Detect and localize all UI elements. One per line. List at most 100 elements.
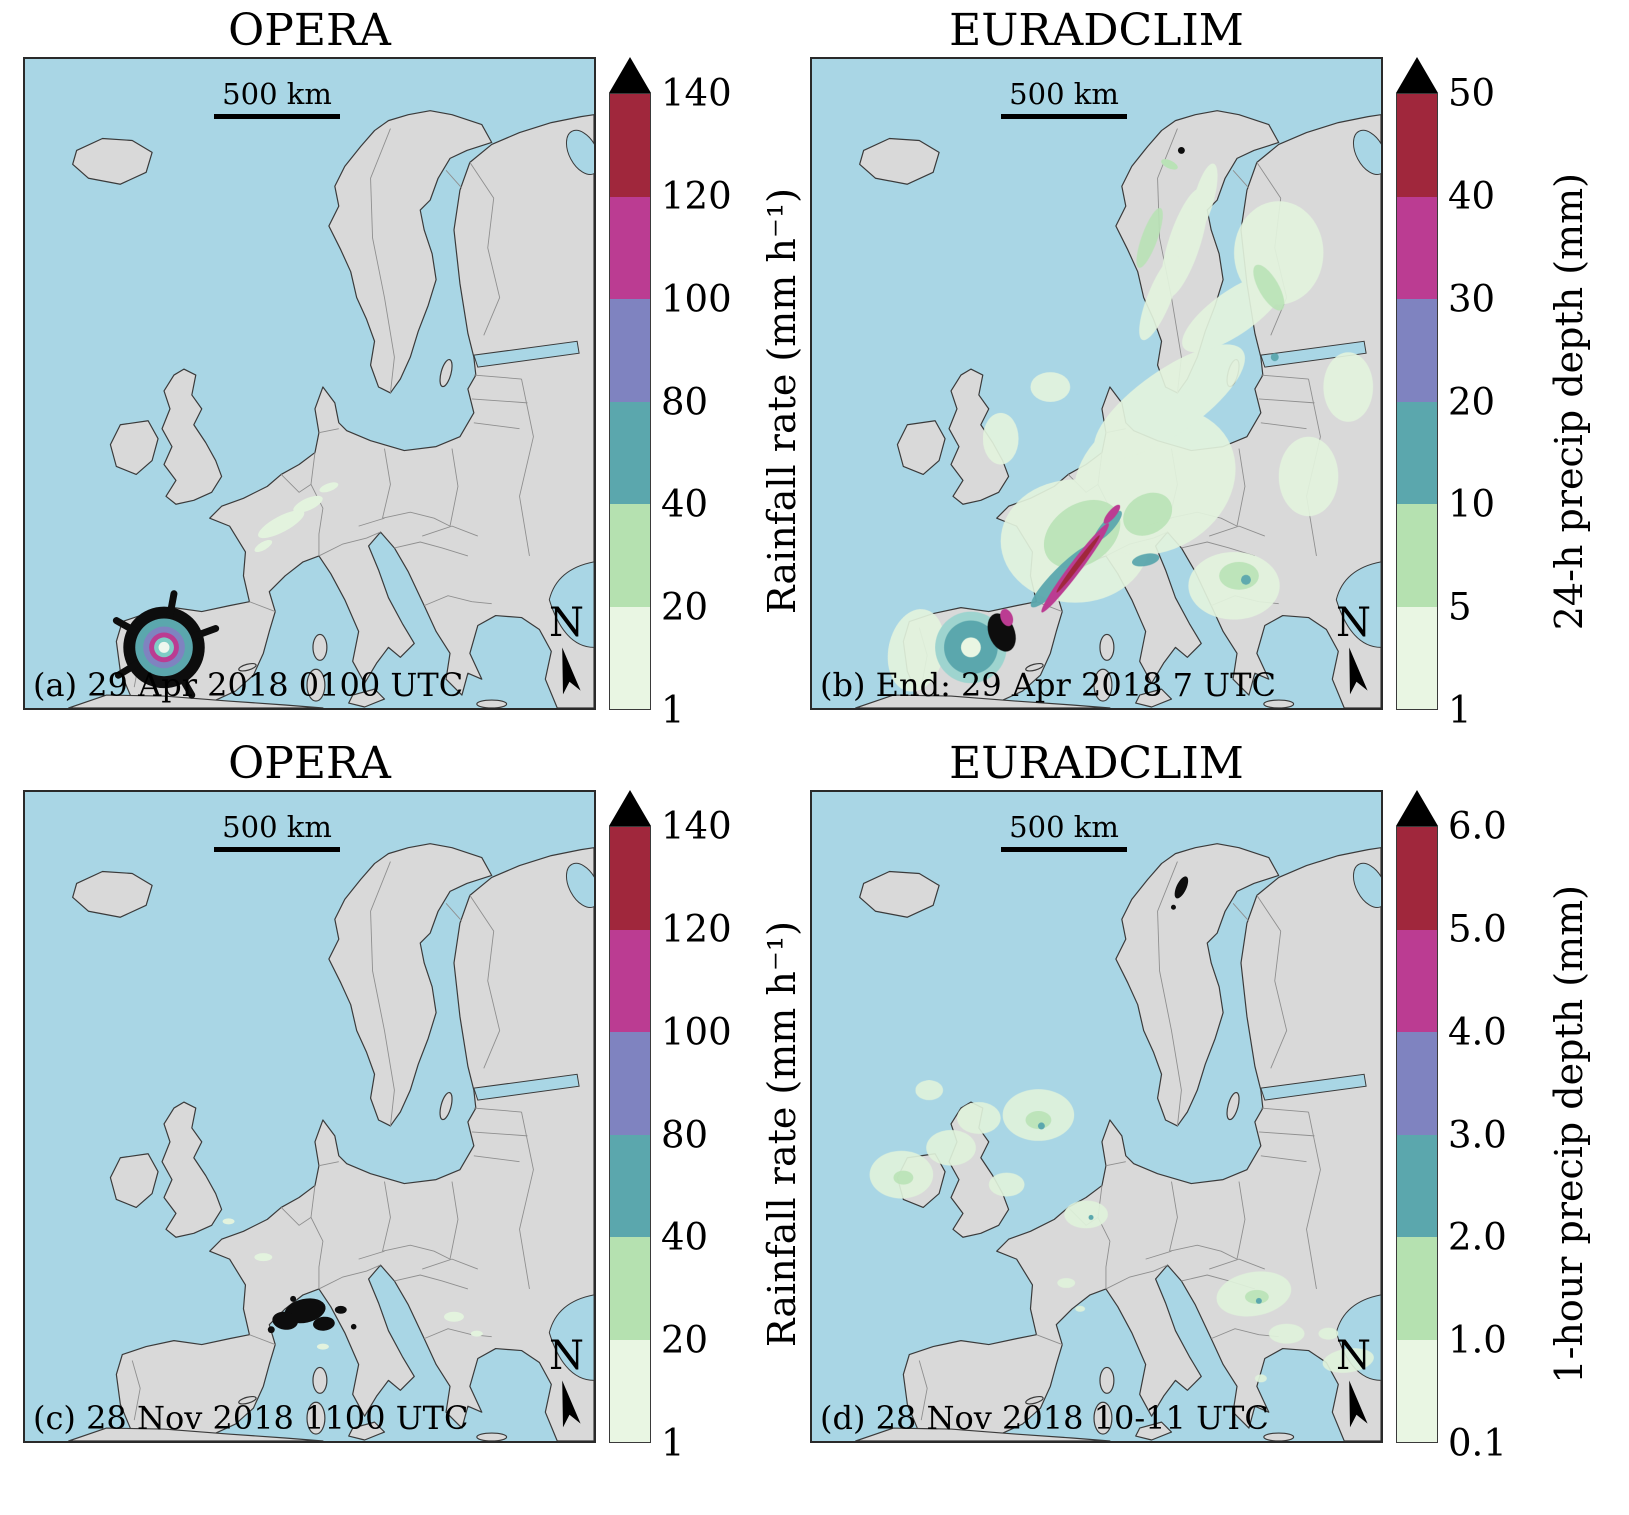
panel-d-caption: (d) 28 Nov 2018 10-11 UTC [820,1399,1269,1437]
colorbar-extend-arrow-icon [609,57,651,93]
colorbar-label-col: Rainfall rate (mm h⁻¹) [755,93,809,710]
colorbar-tick: 5 [1448,585,1472,629]
colorbar-band [610,1237,650,1340]
north-label: N [1336,600,1371,646]
colorbar-band [1397,827,1437,930]
colorbar-tick: 20 [1448,380,1496,423]
map-a-svg [25,59,594,708]
colorbar-tick: 0.1 [1448,1421,1507,1465]
colorbar-tick: 120 [661,174,732,218]
colorbar-axis-label: 1-hour precip depth (mm) [1547,885,1591,1384]
colorbar-c: 1 20 40 80 100 120 140 Rainfall rate (mm… [609,790,809,1462]
north-arrow-icon [1348,1380,1368,1428]
colorbar-tick: 40 [661,1215,709,1259]
colorbar-tick: 50 [1448,71,1496,115]
colorbar-extend-arrow-icon [1396,790,1438,826]
colorbar-tick: 20 [661,585,709,629]
colorbar-tick: 1.0 [1448,1318,1507,1362]
north-label: N [1336,1333,1371,1379]
colorbar-tick: 30 [1448,277,1496,321]
colorbar-band [610,504,650,607]
map-c: 500 km (c) 28 Nov 2018 1100 UTC N [23,790,596,1443]
colorbar-tick: 80 [661,380,709,423]
colorbar-band [1397,94,1437,197]
map-b: 500 km (b) End: 29 Apr 2018 7 UTC N [810,57,1383,710]
colorbar-tick: 20 [661,1318,709,1362]
colorbar-tick: 4.0 [1448,1010,1507,1054]
colorbar-tick: 80 [661,1113,709,1156]
colorbar-bands [609,93,651,710]
scalebar-label: 500 km [1001,810,1127,852]
panel-c: OPERA [23,741,823,1474]
colorbar-ticks: 1 20 40 80 100 120 140 [651,75,755,729]
colorbar-band [1397,1134,1437,1237]
panel-a: OPERA [23,8,823,741]
colorbar-tick: 120 [661,907,732,951]
colorbar-tick: 1 [1448,688,1472,732]
north-indicator: N [549,603,584,700]
colorbar-tick: 100 [661,277,732,321]
colorbar-b: 1 5 10 20 30 40 50 24-h precip depth (mm… [1396,57,1596,729]
panel-d: EURADCLIM [810,741,1610,1474]
colorbar-tick: 40 [661,482,709,526]
colorbar-band [610,94,650,197]
colorbar-ticks: 1 5 10 20 30 40 50 [1438,75,1542,729]
north-indicator: N [1336,1336,1371,1433]
panel-c-caption: (c) 28 Nov 2018 1100 UTC [33,1399,469,1437]
scalebar-label: 500 km [214,810,340,852]
colorbar-band [610,299,650,402]
colorbar-band [610,606,650,709]
scalebar: 500 km [904,77,1224,119]
colorbar-bands [609,826,651,1443]
colorbar-tick: 40 [1448,174,1496,218]
colorbar-axis-label: Rainfall rate (mm h⁻¹) [760,188,804,615]
colorbar-label-col: Rainfall rate (mm h⁻¹) [755,826,809,1443]
colorbar-band [1397,504,1437,607]
precip-overlay-a [112,482,339,699]
panel-b: EURADCLIM [810,8,1610,741]
colorbar-band [610,196,650,299]
north-label: N [549,600,584,646]
colorbar-band [610,929,650,1032]
colorbar-tick: 140 [661,71,732,115]
colorbar-band [1397,1339,1437,1442]
scalebar: 500 km [904,810,1224,852]
colorbar-a-bar [609,57,651,710]
map-b-svg [812,59,1381,708]
panel-a-caption: (a) 29 Apr 2018 0100 UTC [33,666,464,704]
panel-b-title: EURADCLIM [949,5,1244,56]
colorbar-band [610,1339,650,1442]
colorbar-tick: 6.0 [1448,804,1507,848]
colorbar-bands [1396,826,1438,1443]
scalebar-label: 500 km [1001,77,1127,119]
colorbar-tick: 140 [661,804,732,848]
map-d-svg [812,792,1381,1441]
colorbar-b-bar [1396,57,1438,710]
colorbar-c-bar [609,790,651,1443]
north-indicator: N [1336,603,1371,700]
colorbar-bands [1396,93,1438,710]
north-indicator: N [549,1336,584,1433]
north-label: N [549,1333,584,1379]
panel-b-caption: (b) End: 29 Apr 2018 7 UTC [820,666,1276,704]
colorbar-band [610,827,650,930]
colorbar-a: 1 20 40 80 100 120 140 Rainfall rate (mm… [609,57,809,729]
colorbar-d-bar [1396,790,1438,1443]
colorbar-label-col: 24-h precip depth (mm) [1542,93,1596,710]
colorbar-band [610,1134,650,1237]
colorbar-tick: 1 [661,688,685,732]
precip-overlay-c [222,1218,483,1350]
colorbar-extend-arrow-icon [1396,57,1438,93]
colorbar-tick: 5.0 [1448,907,1507,951]
colorbar-band [1397,929,1437,1032]
north-arrow-icon [561,1380,581,1428]
colorbar-tick: 2.0 [1448,1215,1507,1259]
scalebar-label: 500 km [214,77,340,119]
colorbar-band [1397,196,1437,299]
colorbar-axis-label: Rainfall rate (mm h⁻¹) [760,921,804,1348]
map-a: 500 km (a) 29 Apr 2018 0100 UTC N [23,57,596,710]
colorbar-band [1397,401,1437,504]
colorbar-label-col: 1-hour precip depth (mm) [1542,826,1596,1443]
map-c-svg [25,792,594,1441]
